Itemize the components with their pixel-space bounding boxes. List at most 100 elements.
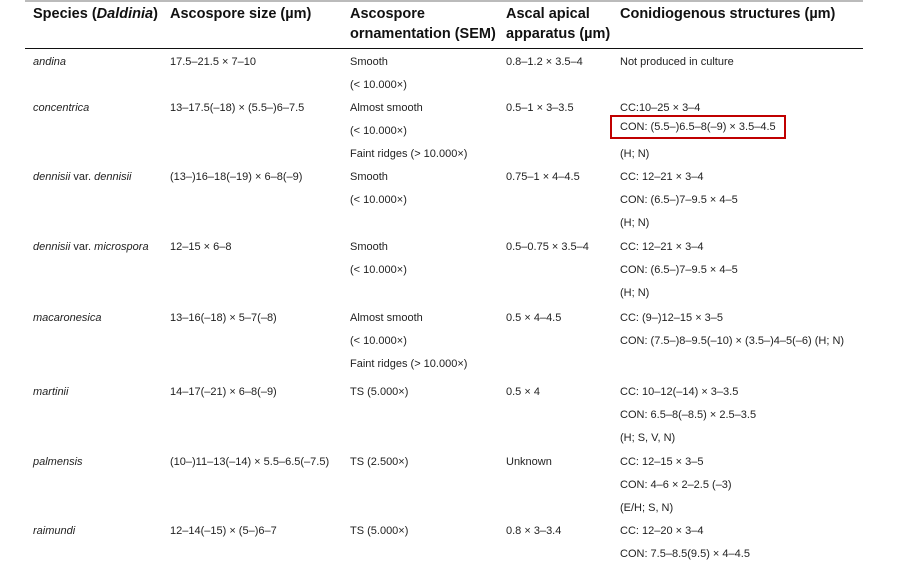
species-name-part: macaronesica [33,312,102,324]
table-top-rule [25,0,863,2]
header-apical-line1: Ascal apical [506,6,590,22]
header-species-suffix: ) [153,6,158,22]
species-name-part: martinii [33,386,69,398]
species-name-part: dennisii [33,241,71,253]
cell-line: CC: 12–21 × 3–4 [620,241,704,253]
cell-line: CON: (6.5–)7–9.5 × 4–5 [620,194,738,206]
cell-line: Unknown [506,456,552,468]
ornamentation-cell: Almost smooth (< 10.000×) Faint ridges (> … [350,311,467,380]
ornamentation-cell: Smooth (< 10.000×) [350,240,407,286]
header-apical: Ascal apical apparatus (µm) [506,4,610,44]
header-ornamentation-line1: Ascospore [350,6,425,22]
species-name-part: palmensis [33,456,83,468]
ascospore-size-cell: (10–)11–13(–14) × 5.5–6.5(–7.5) [170,455,329,478]
ascospore-size-cell: 13–16(–18) × 5–7(–8) [170,311,277,334]
cell-line: Faint ridges (> 10.000×) [350,358,468,370]
conidiogenous-cell: CC: 12–15 × 3–5 CON: 4–6 × 2–2.5 (–3) (E/H… [620,455,732,524]
conidiogenous-cell: CC: (9–)12–15 × 3–5 CON: (7.5–)8–9.5(–10)… [620,311,844,357]
species-cell: raimundi [33,524,75,547]
conidiogenous-cell: CC:10–25 × 3–4 CON: (5.5–)6.5–8(–9) × 3.5… [610,101,786,170]
species-cell: martinii [33,385,68,408]
conidiogenous-cell: CC: 10–12(–14) × 3–3.5 CON: 6.5–8(–8.5) ×… [620,385,756,454]
cell-line: 0.8–1.2 × 3.5–4 [506,56,583,68]
cell-line: 0.5 × 4 [506,386,540,398]
cell-line: CON: 7.5–8.5(9.5) × 4–4.5 [620,548,750,560]
cell-line: TS (5.000×) [350,525,409,537]
apical-apparatus-cell: Unknown [506,455,552,478]
cell-line: Almost smooth [350,102,423,114]
cell-line: 13–17.5(–18) × (5.5–)6–7.5 [170,102,305,114]
cell-line: 0.5 × 4–4.5 [506,312,562,324]
cell-line: Smooth [350,56,388,68]
ascospore-size-cell: 12–14(–15) × (5–)6–7 [170,524,277,547]
species-cell: macaronesica [33,311,101,334]
species-name-part: raimundi [33,525,76,537]
cell-line: Smooth [350,241,388,253]
header-conidiogenous: Conidiogenous structures (µm) [620,6,836,22]
apical-apparatus-cell: 0.5–0.75 × 3.5–4 [506,240,589,263]
apical-apparatus-cell: 0.5–1 × 3–3.5 [506,101,574,124]
cell-line: CC: (9–)12–15 × 3–5 [620,312,724,324]
cell-line: CC: 12–21 × 3–4 [620,171,704,183]
cell-line: Smooth [350,171,388,183]
cell-line: 0.5–1 × 3–3.5 [506,102,574,114]
apical-apparatus-cell: 0.75–1 × 4–4.5 [506,170,580,193]
ornamentation-cell: Smooth (< 10.000×) [350,170,407,216]
cell-line: (E/H; S, N) [620,502,674,514]
header-apical-line2: apparatus (µm) [506,26,611,42]
apical-apparatus-cell: 0.5 × 4 [506,385,540,408]
ascospore-size-cell: 13–17.5(–18) × (5.5–)6–7.5 [170,101,304,124]
species-cell: andina [33,55,66,78]
cell-line: 12–14(–15) × (5–)6–7 [170,525,277,537]
apical-apparatus-cell: 0.5 × 4–4.5 [506,311,561,334]
cell-line: Faint ridges (> 10.000×) [350,148,468,160]
cell-line: (< 10.000×) [350,79,407,91]
cell-line: (H; N) [620,217,650,229]
species-name-part: microspora [94,241,149,253]
header-ascospore-size: Ascospore size (µm) [170,6,312,22]
cell-line: (H; N) [620,287,650,299]
apical-apparatus-cell: 0.8 × 3–3.4 [506,524,561,547]
conidiogenous-cell: CC: 12–20 × 3–4 CON: 7.5–8.5(9.5) × 4–4.5 [620,524,750,570]
cell-line: Almost smooth [350,312,423,324]
cell-line: Not produced in culture [620,56,734,68]
ornamentation-cell: TS (5.000×) [350,524,408,547]
cell-line: CC:10–25 × 3–4 [620,102,701,114]
header-ornamentation-line2: ornamentation (SEM) [350,26,496,42]
species-name-part: andina [33,56,67,68]
ascospore-size-cell: 17.5–21.5 × 7–10 [170,55,256,78]
header-genus: Daldinia [96,6,154,22]
cell-line: CC: 12–15 × 3–5 [620,456,704,468]
cell-line: CON: (6.5–)7–9.5 × 4–5 [620,264,738,276]
conidiogenous-cell: CC: 12–21 × 3–4 CON: (6.5–)7–9.5 × 4–5 (H;… [620,240,738,309]
species-cell: dennisii var. microspora [33,240,149,263]
cell-line: CON: (7.5–)8–9.5(–10) × (3.5–)4–5(–6) (H… [620,335,845,347]
header-species: Species (Daldinia) [33,4,158,24]
cell-line: (10–)11–13(–14) × 5.5–6.5(–7.5) [170,456,330,468]
species-name-part: var. [70,241,95,253]
cell-line: (H; S, V, N) [620,432,676,444]
apical-apparatus-cell: 0.8–1.2 × 3.5–4 [506,55,583,78]
cell-line: CC: 12–20 × 3–4 [620,525,704,537]
conidiogenous-cell: Not produced in culture [620,55,734,78]
cell-line: (< 10.000×) [350,194,407,206]
cell-line: (13–)16–18(–19) × 6–8(–9) [170,171,303,183]
cell-line: 0.8 × 3–3.4 [506,525,562,537]
cell-line: 12–15 × 6–8 [170,241,232,253]
ascospore-size-cell: (13–)16–18(–19) × 6–8(–9) [170,170,302,193]
cell-line: 13–16(–18) × 5–7(–8) [170,312,277,324]
cell-line: CON: 6.5–8(–8.5) × 2.5–3.5 [620,409,757,421]
header-rule [25,48,863,49]
species-name-part: dennisii [33,171,71,183]
highlighted-text: CON: (5.5–)6.5–8(–9) × 3.5–4.5 [610,115,786,139]
species-cell: palmensis [33,455,83,478]
cell-line: (< 10.000×) [350,125,407,137]
cell-line: CC: 10–12(–14) × 3–3.5 [620,386,739,398]
cell-line: 17.5–21.5 × 7–10 [170,56,256,68]
cell-line: TS (2.500×) [350,456,409,468]
cell-line: CON: 4–6 × 2–2.5 (–3) [620,479,732,491]
cell-line: 0.5–0.75 × 3.5–4 [506,241,589,253]
cell-line: (< 10.000×) [350,335,407,347]
species-name-part: dennisii [94,171,132,183]
cell-line: (H; N) [620,148,650,160]
